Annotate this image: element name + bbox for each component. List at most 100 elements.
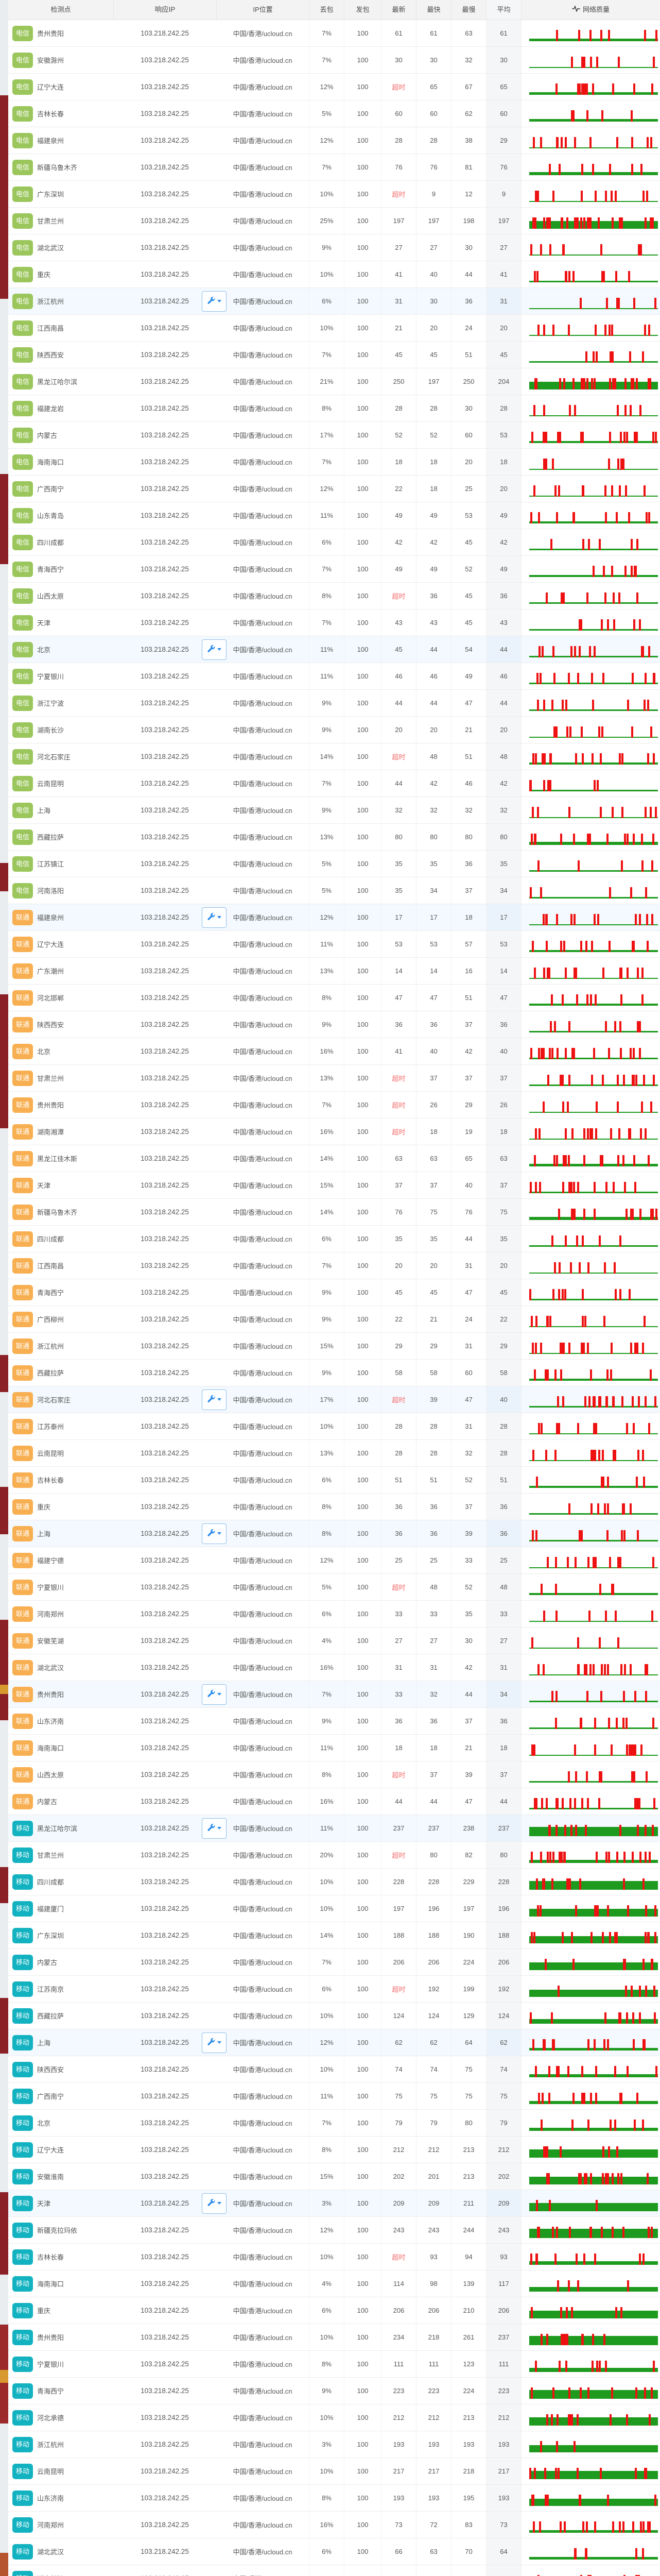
response-ip: 103.218.242.25 [141, 672, 189, 680]
node-cell: 电信 辽宁大连 [8, 79, 113, 95]
packet-loss-spike [579, 1262, 581, 1274]
packet-loss-spike [611, 325, 613, 336]
latency-latest: 44 [381, 690, 416, 716]
packet-loss-spike [572, 378, 575, 389]
packet-loss-spike [594, 1209, 596, 1220]
node-city-label: 江西南昌 [37, 1262, 64, 1270]
node-tools-button[interactable] [202, 1684, 227, 1705]
response-ip-cell: 103.218.242.25 [113, 1021, 216, 1028]
network-quality-chart [521, 663, 660, 689]
node-tools-button[interactable] [202, 639, 227, 660]
latency-average: 63 [486, 1145, 521, 1172]
node-tools-button[interactable] [202, 291, 227, 312]
response-ip-cell: 103.218.242.25 [113, 244, 216, 251]
latency-bar [529, 1326, 658, 1327]
ip-location: 中国/香港/ucloud.cn [233, 1798, 292, 1806]
node-city-label: 吉林长春 [37, 2253, 64, 2261]
packet-loss-spike [593, 351, 595, 363]
loss-percent: 11% [309, 2083, 344, 2109]
response-ip-cell: 103.218.242.25 [113, 1610, 216, 1618]
network-quality-chart [521, 636, 660, 663]
packet-loss-spike [554, 2253, 557, 2265]
response-ip: 103.218.242.25 [141, 1396, 189, 1403]
packet-loss-spike [565, 1155, 567, 1166]
node-tools-button[interactable] [202, 1818, 227, 1839]
packet-loss-spike [600, 244, 602, 256]
node-tools-button[interactable] [202, 907, 227, 928]
latency-latest: 超时 [381, 2244, 416, 2270]
response-ip: 103.218.242.25 [141, 217, 189, 225]
latency-fastest: 37 [416, 1065, 451, 1091]
carrier-badge: 电信 [12, 79, 33, 95]
packet-loss-spike [613, 1182, 615, 1193]
packet-loss-spike [630, 887, 632, 899]
network-quality-chart [521, 2485, 660, 2511]
response-ip-cell: 103.218.242.25 [113, 639, 227, 660]
node-city-label: 青海西宁 [37, 2387, 64, 2395]
response-ip: 103.218.242.25 [141, 83, 189, 91]
latency-slowest: 54 [451, 636, 486, 663]
packet-loss-spike [645, 1664, 647, 1675]
packet-loss-spike [558, 1986, 560, 1997]
response-ip: 103.218.242.25 [141, 2333, 189, 2341]
node-city-label: 河南郑州 [37, 1611, 64, 1618]
packets-sent: 100 [344, 1761, 381, 1788]
latency-fastest: 33 [416, 1601, 451, 1627]
response-ip: 103.218.242.25 [141, 1905, 189, 1912]
packet-loss-spike [535, 378, 537, 389]
packet-loss-spike [589, 834, 591, 845]
ip-location: 中国/香港/ucloud.cn [233, 1289, 292, 1297]
table-row: 移动 青海西宁 103.218.242.25 中国/香港/ucloud.cn 9… [8, 2378, 660, 2404]
node-cell: 移动 四川成都 [8, 1874, 113, 1890]
packet-loss-spike [539, 1128, 541, 1140]
carrier-badge: 移动 [12, 2302, 33, 2318]
response-ip: 103.218.242.25 [141, 110, 189, 117]
packet-loss-spike [590, 994, 592, 1006]
packet-loss-spike [542, 1878, 544, 1890]
packet-loss-spike [626, 1423, 628, 1434]
ip-location: 中国/香港/ucloud.cn [233, 860, 292, 868]
latency-fastest: 76 [416, 154, 451, 180]
packets-sent: 100 [344, 1118, 381, 1145]
latency-average: 18 [486, 1118, 521, 1145]
latency-bar [529, 629, 658, 631]
node-tools-button[interactable] [202, 2193, 227, 2214]
table-row: 联通 浙江杭州 103.218.242.25 中国/香港/ucloud.cn 1… [8, 1333, 660, 1360]
packet-loss-spike [534, 217, 536, 229]
packet-loss-spike [581, 1343, 583, 1354]
response-ip: 103.218.242.25 [141, 2494, 189, 2502]
network-quality-chart [521, 797, 660, 823]
packet-loss-spike [615, 1611, 617, 1622]
packet-loss-spike [574, 914, 576, 925]
packet-loss-spike [654, 2012, 656, 2024]
node-tools-button[interactable] [202, 1389, 227, 1410]
latency-fastest: 45 [416, 1279, 451, 1306]
latency-average: 20 [486, 1252, 521, 1279]
node-tools-button[interactable] [202, 2032, 227, 2053]
node-tools-button[interactable] [202, 1523, 227, 1544]
latency-average: 36 [486, 1011, 521, 1038]
packet-loss-spike [631, 539, 633, 550]
latency-average: 42 [486, 770, 521, 796]
packet-loss-spike [619, 485, 621, 497]
latency-average: 36 [486, 583, 521, 609]
node-city-label: 广西南宁 [37, 2093, 64, 2100]
packet-loss-spike [641, 646, 643, 657]
latency-latest: 44 [381, 1788, 416, 1815]
packet-loss-spike [555, 1557, 557, 1568]
packet-loss-spike [537, 1664, 540, 1675]
packet-loss-spike [630, 1048, 632, 1059]
ip-location: 中国/香港/ucloud.cn [233, 1959, 292, 1967]
response-ip-cell: 103.218.242.25 [113, 1476, 216, 1484]
network-quality-chart [521, 2244, 660, 2270]
latency-average: 29 [486, 1333, 521, 1359]
packet-loss-spike [654, 1396, 656, 1408]
latency-average: 197 [486, 208, 521, 234]
network-quality-chart [521, 2324, 660, 2350]
carrier-badge: 电信 [12, 293, 33, 309]
latency-latest: 62 [381, 2029, 416, 2056]
packet-loss-spike [611, 191, 613, 202]
latency-average: 53 [486, 422, 521, 448]
latency-slowest: 51 [451, 342, 486, 368]
packets-sent: 100 [344, 1547, 381, 1573]
